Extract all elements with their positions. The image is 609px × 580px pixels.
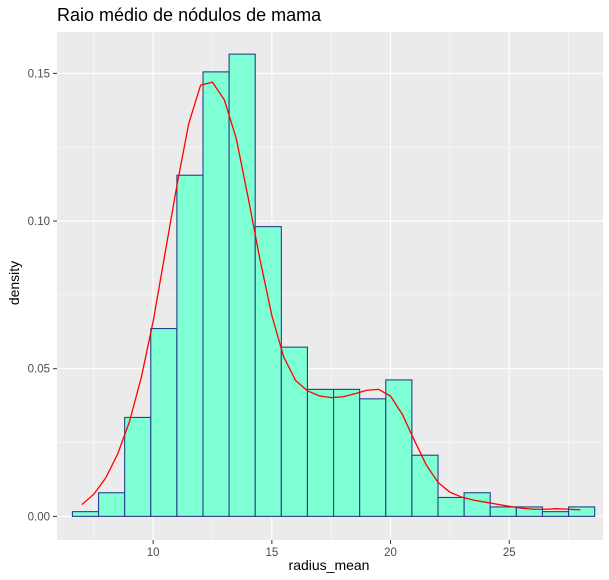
y-axis-title: density (6, 261, 22, 305)
y-axis: 0.00 0.05 0.10 0.15 (28, 68, 57, 523)
histogram-bar-8 (254, 226, 282, 517)
histogram-bar-6 (202, 71, 230, 517)
histogram-bar-10 (306, 388, 335, 517)
histogram-bar-4 (150, 327, 178, 517)
histogram-bar-9 (280, 346, 308, 517)
histogram-bar-20 (568, 506, 596, 517)
x-axis: 10 15 20 25 (147, 540, 516, 559)
y-tick-label-1: 0.05 (28, 364, 50, 376)
x-tick-label-1: 15 (265, 547, 278, 559)
y-tick-label-2: 0.10 (28, 216, 50, 228)
histogram-bar-2 (97, 492, 126, 517)
x-axis-title: radius_mean (289, 557, 370, 573)
histogram-bar-13 (385, 379, 413, 517)
histogram-bars (71, 53, 596, 517)
histogram-bar-14 (411, 454, 439, 517)
y-tick-label-0: 0.00 (28, 511, 50, 523)
histogram-bar-11 (333, 388, 361, 517)
x-tick-label-3: 25 (503, 547, 516, 559)
histogram-bar-17 (489, 506, 517, 517)
histogram-bar-16 (463, 492, 491, 517)
histogram-bar-3 (124, 416, 152, 517)
chart-title: Raio médio de nódulos de mama (57, 5, 322, 25)
histogram-bar-15 (437, 496, 465, 517)
histogram-bar-19 (541, 511, 570, 517)
histogram-bar-1 (71, 511, 100, 517)
y-tick-label-3: 0.15 (28, 68, 50, 80)
histogram-bar-5 (176, 174, 204, 517)
x-tick-label-2: 20 (384, 547, 397, 559)
histogram-bar-12 (359, 398, 387, 517)
density-curve (81, 81, 581, 511)
histogram-bar-7 (228, 53, 256, 517)
x-tick-label-0: 10 (147, 547, 160, 559)
